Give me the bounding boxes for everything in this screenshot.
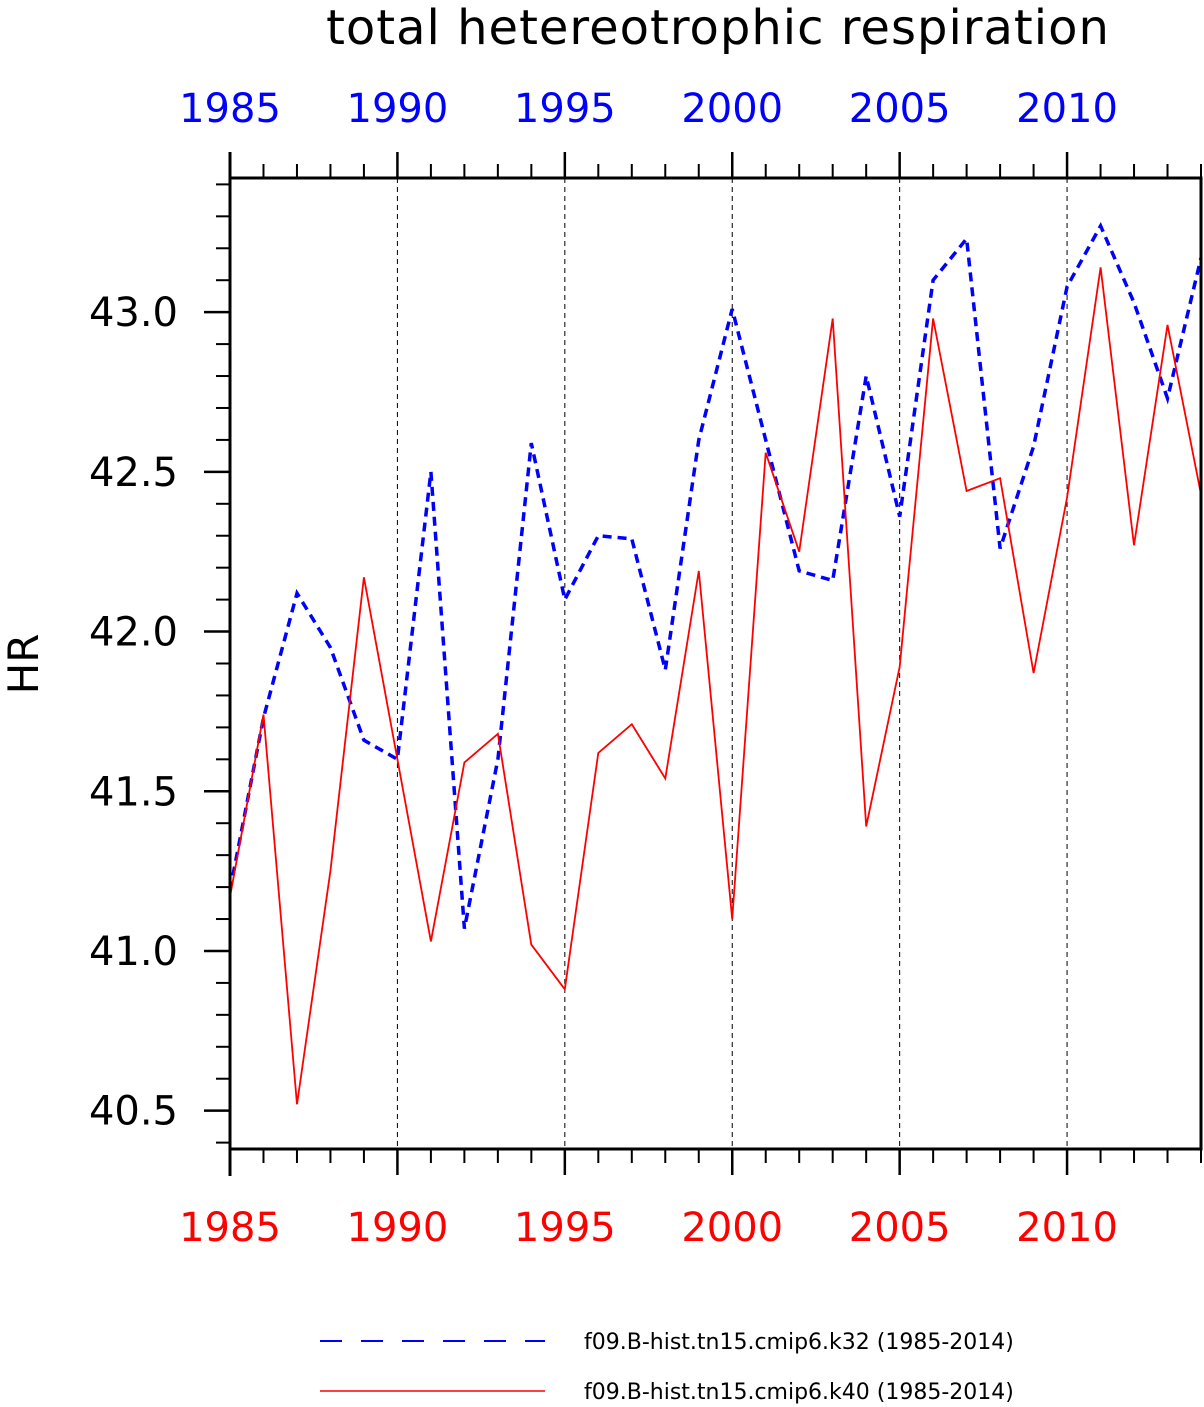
bottom-x-tick-label: 1990 <box>347 1205 449 1251</box>
legend-label-1: f09.B-hist.tn15.cmip6.k32 (1985-2014) <box>584 1330 1014 1355</box>
bottom-x-tick-label: 2000 <box>681 1205 783 1251</box>
top-x-tick-label: 1995 <box>514 86 616 132</box>
top-x-tick-label: 1990 <box>347 86 449 132</box>
y-tick-label: 40.5 <box>89 1089 178 1135</box>
series-line-1 <box>228 221 1203 929</box>
top-x-tick-label: 2005 <box>849 86 951 132</box>
plot-frame <box>228 176 1203 1151</box>
y-tick-label: 41.0 <box>89 929 178 975</box>
y-tick-label: 43.0 <box>89 290 178 336</box>
axes: 40.5 41.0 41.5 42.0 42.5 43.0 1985 1985 1990 1990… <box>89 86 1203 1251</box>
series-lines <box>228 221 1203 1105</box>
grid-lines <box>396 178 1068 1149</box>
bottom-x-tick-label: 2005 <box>849 1205 951 1251</box>
y-tick-label: 42.5 <box>89 450 178 496</box>
bottom-x-tick-label: 1985 <box>179 1205 281 1251</box>
bottom-x-tick-label: 1995 <box>514 1205 616 1251</box>
y-tick-label: 42.0 <box>89 610 178 656</box>
legend-label-2: f09.B-hist.tn15.cmip6.k40 (1985-2014) <box>584 1380 1014 1405</box>
chart-title: total hetereotrophic respiration <box>326 0 1110 56</box>
legend: f09.B-hist.tn15.cmip6.k32 (1985-2014) f09… <box>320 1330 1014 1405</box>
bottom-x-tick-label: 2010 <box>1016 1205 1118 1251</box>
top-x-tick-label: 2000 <box>681 86 783 132</box>
y-axis-label: HR <box>0 634 48 695</box>
y-tick-label: 41.5 <box>89 769 178 815</box>
top-x-tick-label: 2010 <box>1016 86 1118 132</box>
series-line-2 <box>229 267 1202 1105</box>
top-x-tick-label: 1985 <box>179 86 281 132</box>
